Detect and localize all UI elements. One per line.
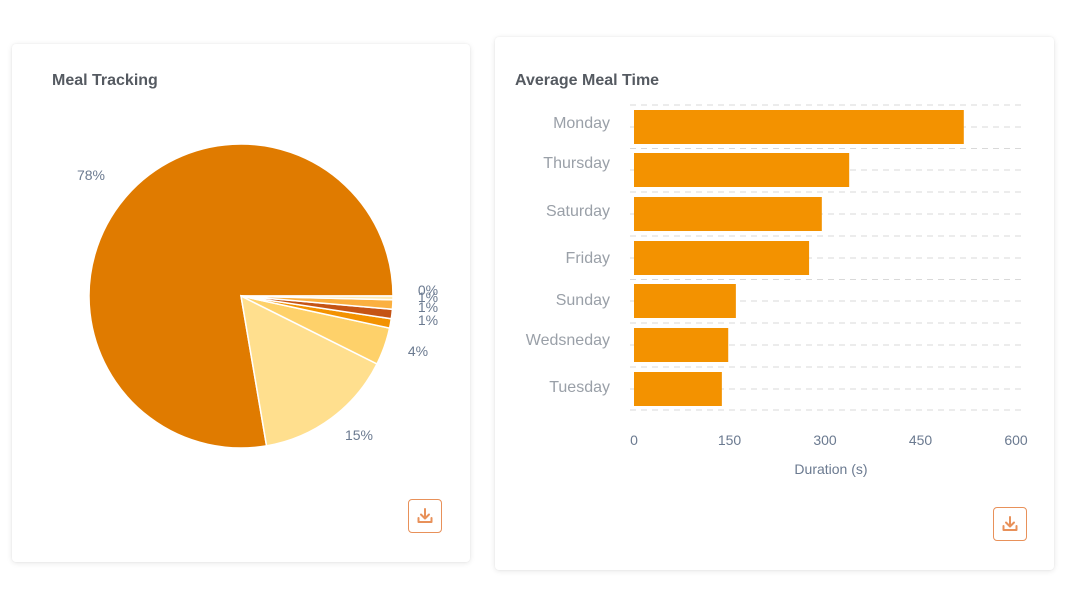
bar[interactable] (634, 328, 729, 362)
pie-slice-label: 1% (418, 289, 438, 305)
pie-slice[interactable] (240, 295, 394, 301)
pie-slice-label: 0% (418, 282, 438, 298)
download-icon (417, 508, 433, 523)
average-meal-time-download-button[interactable] (993, 507, 1027, 541)
bar[interactable] (634, 241, 810, 275)
download-icon (1002, 516, 1018, 531)
meal-tracking-pie-chart: 78%15%4%1%1%1%0% (77, 143, 438, 449)
bar[interactable] (634, 110, 964, 144)
category-label: Friday (566, 250, 610, 267)
x-tick-label: 300 (813, 432, 837, 448)
pie-slice-label: 4% (408, 343, 428, 359)
pie-slice-label: 15% (345, 427, 373, 443)
bar[interactable] (634, 153, 850, 187)
meal-tracking-download-button[interactable] (408, 499, 442, 533)
category-label: Wedsneday (526, 332, 610, 349)
category-label: Tuesday (549, 379, 610, 396)
pie-slice-label: 1% (418, 312, 438, 328)
x-tick-label: 150 (718, 432, 742, 448)
pie-slice-label: 78% (77, 167, 105, 183)
category-label: Sunday (556, 292, 610, 309)
x-tick-label: 0 (630, 432, 638, 448)
bar[interactable] (634, 197, 822, 231)
average-meal-time-bar-chart: Monday Thursday Saturday Friday Sunday Wedsne… (526, 104, 1028, 477)
x-tick-label: 600 (1004, 432, 1028, 448)
category-label: Monday (553, 115, 610, 132)
x-axis-label: Duration (s) (794, 461, 867, 477)
meal-tracking-title: Meal Tracking (52, 72, 158, 89)
pie-slice[interactable] (240, 294, 378, 447)
bar[interactable] (634, 284, 736, 318)
category-label: Thursday (543, 155, 610, 172)
pie-slice-label: 1% (418, 299, 438, 315)
x-tick-label: 450 (909, 432, 933, 448)
category-label: Saturday (546, 203, 610, 220)
average-meal-time-title: Average Meal Time (515, 72, 660, 89)
bar[interactable] (634, 372, 722, 406)
meal-tracking-card: Meal Tracking 78% 15% 4% 1% 1% 1% 0% (12, 44, 470, 562)
average-meal-time-card: Average Meal Time Monday Thursday Saturday… (495, 37, 1054, 570)
